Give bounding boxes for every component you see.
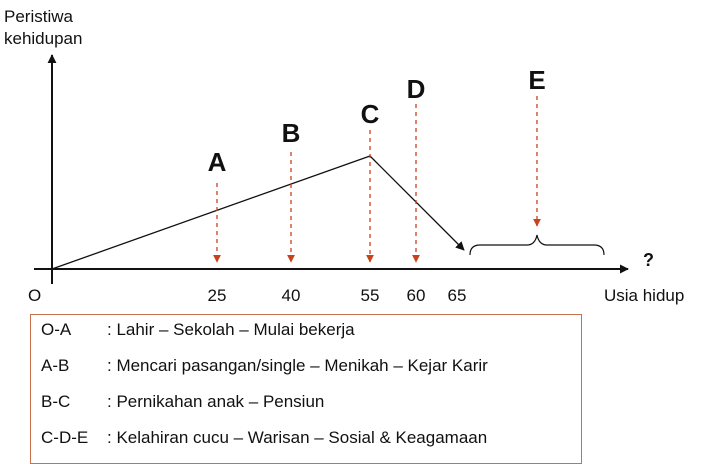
life-events-diagram: Peristiwa kehidupan Usia hidup O ? 25 40…: [4, 7, 684, 305]
life-curve-rising: [51, 155, 371, 270]
legend-text: : Kelahiran cucu – Warisan – Sosial & Ke…: [107, 428, 488, 447]
point-label-e: E: [528, 65, 545, 95]
legend-text: : Mencari pasangan/single – Menikah – Ke…: [107, 356, 488, 375]
brace-e: [469, 234, 605, 256]
legend-row-oa: O-A : Lahir – Sekolah – Mulai bekerja: [41, 320, 355, 340]
legend-row-ab: A-B : Mencari pasangan/single – Menikah –…: [41, 356, 488, 376]
legend-box: O-A : Lahir – Sekolah – Mulai bekerja A-B…: [30, 314, 582, 464]
legend-text: : Pernikahan anak – Pensiun: [107, 392, 325, 411]
legend-row-cde: C-D-E : Kelahiran cucu – Warisan – Sosial…: [41, 428, 487, 448]
legend-key: C-D-E: [41, 428, 89, 447]
tick-label-65: 65: [448, 286, 467, 305]
legend-key: O-A: [41, 320, 72, 339]
tick-label-25: 25: [208, 286, 227, 305]
point-label-d: D: [407, 74, 426, 104]
point-label-c: C: [361, 99, 380, 129]
legend-row-bc: B-C : Pernikahan anak – Pensiun: [41, 392, 324, 412]
point-label-a: A: [208, 147, 227, 177]
y-axis-title-line-2: kehidupan: [4, 29, 82, 48]
origin-label: O: [28, 286, 41, 305]
legend-key: A-B: [41, 356, 70, 375]
y-axis-title-line-1: Peristiwa: [4, 7, 74, 26]
life-curve-falling: [369, 155, 465, 251]
legend-text: : Lahir – Sekolah – Mulai bekerja: [107, 320, 355, 339]
tick-label-40: 40: [282, 286, 301, 305]
tick-label-55: 55: [361, 286, 380, 305]
x-axis-title: Usia hidup: [604, 286, 684, 305]
point-label-b: B: [282, 118, 301, 148]
x-unknown-mark: ?: [643, 250, 654, 270]
legend-key: B-C: [41, 392, 71, 411]
tick-label-60: 60: [407, 286, 426, 305]
